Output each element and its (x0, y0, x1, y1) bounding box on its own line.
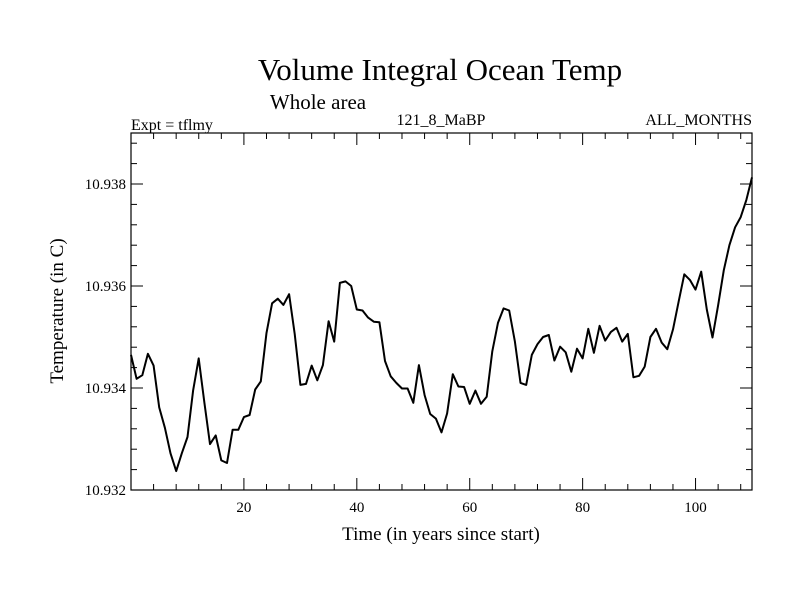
series-line (130, 177, 753, 473)
chart-title: Volume Integral Ocean Temp (258, 52, 622, 87)
y-tick-label: 10.934 (85, 381, 127, 397)
months-label: ALL_MONTHS (645, 112, 752, 129)
x-axis-label: Time (in years since start) (342, 524, 540, 545)
x-tick-labels: 20 40 60 80 100 (236, 500, 706, 516)
plot-frame (130, 132, 753, 491)
chart-subtitle: Whole area (270, 90, 367, 114)
y-tick-labels: 10.932 10.934 10.936 10.938 (85, 177, 127, 499)
x-tick-label: 100 (684, 500, 707, 516)
y-axis-label: Temperature (in C) (47, 238, 68, 383)
y-tick-label: 10.938 (85, 177, 126, 193)
y-tick-label: 10.936 (85, 279, 127, 295)
tick-layer (131, 133, 752, 491)
x-tick-label: 40 (349, 500, 364, 516)
period-label: 121_8_MaBP (397, 112, 486, 129)
y-tick-label: 10.932 (85, 483, 126, 499)
experiment-label: Expt = tflmy (131, 117, 213, 134)
x-tick-label: 60 (462, 500, 477, 516)
x-tick-label: 20 (236, 500, 251, 516)
x-tick-label: 80 (575, 500, 590, 516)
